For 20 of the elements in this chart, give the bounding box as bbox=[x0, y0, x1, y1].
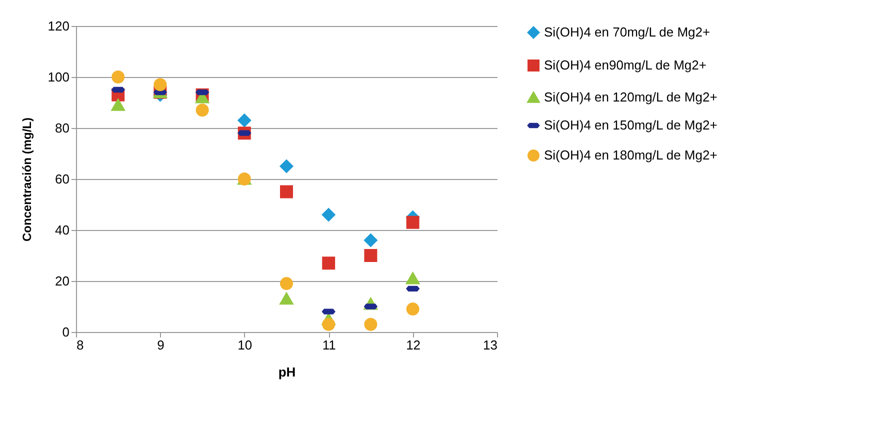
x-tick-label: 10 bbox=[238, 338, 252, 352]
legend-label: Si(OH)4 en90mg/L de Mg2+ bbox=[544, 58, 706, 72]
y-tick-label: 0 bbox=[62, 324, 70, 340]
x-axis-title: pH bbox=[278, 364, 296, 380]
legend-label: Si(OH)4 en 180mg/L de Mg2+ bbox=[544, 148, 718, 162]
y-axis-title: Concentración (mg/L) bbox=[20, 117, 34, 242]
legend-label: Si(OH)4 en 120mg/L de Mg2+ bbox=[544, 90, 718, 104]
y-tick-label: 40 bbox=[55, 222, 70, 238]
x-tick-label: 11 bbox=[322, 338, 336, 352]
y-tick-label: 20 bbox=[55, 274, 70, 288]
x-tick-label: 9 bbox=[157, 338, 164, 352]
x-tick-label: 13 bbox=[483, 338, 498, 352]
y-tick-label: 80 bbox=[55, 120, 70, 136]
legend-label: Si(OH)4 en 70mg/L de Mg2+ bbox=[544, 24, 710, 40]
y-tick-label: 120 bbox=[48, 18, 70, 34]
y-tick-label: 100 bbox=[48, 70, 70, 84]
x-tick-label: 8 bbox=[76, 338, 84, 352]
y-tick-label: 60 bbox=[55, 172, 70, 186]
legend-label: Si(OH)4 en 150mg/L de Mg2+ bbox=[544, 118, 718, 132]
x-tick-label: 12 bbox=[406, 338, 421, 352]
